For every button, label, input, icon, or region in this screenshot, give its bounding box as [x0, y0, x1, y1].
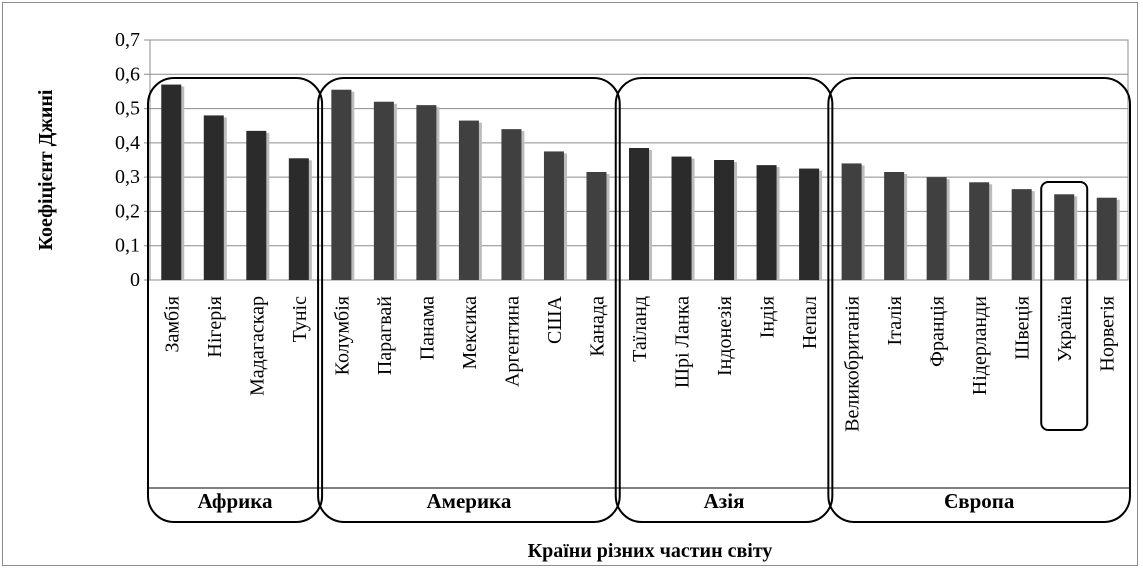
- bar-Швеція: [1011, 189, 1032, 280]
- bar-Непал: [799, 168, 820, 280]
- bar-Нідерланди: [969, 182, 990, 280]
- bar-Франція: [926, 177, 947, 280]
- group-label: Європа: [944, 489, 1015, 513]
- group-label: Америка: [426, 489, 511, 513]
- category-label: Індонезія: [714, 296, 736, 376]
- category-label: Нідерланди: [969, 296, 991, 396]
- highlight-box-ukraine: [1040, 181, 1089, 431]
- bar-Італія: [884, 172, 905, 280]
- y-tick-label: 0,4: [115, 132, 140, 154]
- bar-Мексика: [458, 120, 479, 280]
- x-axis-title: Країни різних частин світу: [528, 540, 773, 562]
- bar-Мадагаскар: [246, 130, 267, 280]
- y-tick-label: 0,6: [115, 63, 140, 85]
- y-tick-label: 0,2: [115, 200, 140, 222]
- category-label: Панама: [416, 296, 438, 360]
- category-label: Італія: [884, 296, 906, 345]
- y-axis-title: Коефіцієнт Джині: [35, 89, 57, 250]
- category-label: Великобританія: [842, 296, 864, 432]
- group-box-Європа: [827, 77, 1131, 523]
- category-label: Таїланд: [629, 296, 651, 362]
- group-box-Америка: [317, 77, 621, 523]
- bar-США: [543, 151, 564, 280]
- bar-Шрі Ланка: [671, 156, 692, 280]
- bar-Канада: [586, 172, 607, 280]
- category-label: Непал: [799, 296, 821, 349]
- category-label: Колумбія: [331, 296, 353, 375]
- group-label: Азія: [704, 489, 745, 513]
- bar-Парагвай: [373, 101, 394, 280]
- y-tick-label: 0: [130, 269, 140, 291]
- category-label: Нігерія: [204, 296, 226, 358]
- group-box-Азія: [614, 77, 834, 523]
- y-tick-label: 0,5: [115, 98, 140, 120]
- bar-Панама: [416, 105, 437, 281]
- category-label: Шрі Ланка: [672, 296, 694, 388]
- y-tick-label: 0,3: [115, 166, 140, 188]
- bar-Колумбія: [331, 89, 352, 280]
- category-label: Замбія: [161, 296, 183, 352]
- category-label: Франція: [927, 296, 949, 367]
- bar-Індонезія: [714, 160, 735, 280]
- group-label: Африка: [198, 489, 273, 513]
- category-label: Індія: [757, 296, 779, 338]
- category-label: Туніс: [289, 296, 311, 342]
- bar-Україна: [1054, 194, 1075, 280]
- category-label: Парагвай: [374, 296, 396, 375]
- bar-Замбія: [161, 84, 182, 280]
- group-box-Африка: [147, 77, 324, 523]
- bar-Великобританія: [841, 163, 862, 280]
- category-label: Швеція: [1012, 296, 1034, 360]
- category-label: Україна: [1054, 296, 1076, 362]
- y-tick-label: 0,7: [115, 29, 140, 51]
- bar-Таїланд: [629, 148, 649, 280]
- bar-Туніс: [288, 158, 309, 280]
- category-label: США: [544, 295, 566, 344]
- bar-Нігерія: [203, 115, 224, 280]
- bar-Індія: [756, 165, 777, 280]
- category-label: Мексика: [459, 296, 481, 370]
- y-tick-label: 0,1: [115, 235, 140, 257]
- bar-Норвегія: [1096, 197, 1117, 280]
- category-label: Норвегія: [1097, 296, 1119, 372]
- category-label: Канада: [586, 296, 608, 357]
- bar-Аргентина: [501, 129, 522, 280]
- category-label: Аргентина: [501, 296, 523, 387]
- category-label: Мадагаскар: [246, 296, 268, 396]
